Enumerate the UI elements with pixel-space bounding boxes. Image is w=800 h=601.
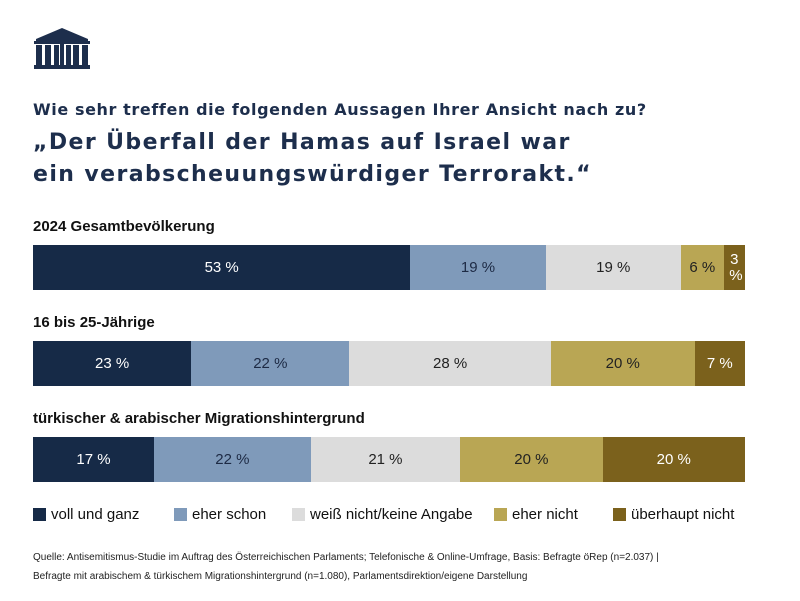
legend-item: eher nicht xyxy=(494,506,578,523)
source-note: Quelle: Antisemitismus-Studie im Auftrag… xyxy=(33,548,659,586)
category-label: 16 bis 25-Jährige xyxy=(33,314,155,331)
data-label: 23 % xyxy=(95,354,130,372)
bar-segment: 17 % xyxy=(33,437,155,482)
legend-label: voll und ganz xyxy=(51,506,140,523)
bar-segment: 22 % xyxy=(154,437,311,482)
data-label: 21 % xyxy=(368,450,403,468)
data-label: 20 % xyxy=(514,450,549,468)
data-label: 7 % xyxy=(706,354,733,372)
stacked-bar: 17 % 22 % 21 % 20 % 20 % xyxy=(33,437,745,482)
legend-label: eher nicht xyxy=(512,506,578,523)
data-label: 20 % xyxy=(656,450,691,468)
legend-item: eher schon xyxy=(174,506,266,523)
data-label: 20 % xyxy=(605,354,640,372)
legend-label: weiß nicht/keine Angabe xyxy=(310,506,473,523)
legend-swatch xyxy=(613,508,626,521)
legend-swatch xyxy=(494,508,507,521)
legend-label: überhaupt nicht xyxy=(631,506,735,523)
bar-segment: 20 % xyxy=(602,437,745,482)
bar-segment: 19 % xyxy=(545,245,681,290)
bar-segment: 20 % xyxy=(460,437,603,482)
bar-segment: 3 % xyxy=(723,245,745,290)
data-label: 28 % xyxy=(433,354,468,372)
stacked-bar: 23 % 22 % 28 % 20 % 7 % xyxy=(33,341,745,386)
category-label: türkischer & arabischer Migrationshinter… xyxy=(33,410,365,427)
title-line-2: ein verabscheuungswürdiger Terrorakt.“ xyxy=(33,162,593,187)
legend-item: überhaupt nicht xyxy=(613,506,734,523)
legend-swatch xyxy=(33,508,46,521)
bar-segment: 23 % xyxy=(33,341,192,386)
bar-segment: 6 % xyxy=(680,245,724,290)
data-label: 19 % xyxy=(596,258,631,276)
bar-segment: 28 % xyxy=(349,341,551,386)
chart-question: Wie sehr treffen die folgenden Aussagen … xyxy=(33,100,647,119)
legend-swatch xyxy=(174,508,187,521)
source-line-1: Quelle: Antisemitismus-Studie im Auftrag… xyxy=(33,552,659,563)
data-label: 17 % xyxy=(76,450,111,468)
category-label: 2024 Gesamtbevölkerung xyxy=(33,218,215,235)
bar-segment: 20 % xyxy=(550,341,695,386)
legend: voll und ganz eher schon weiß nicht/keine … xyxy=(33,506,753,524)
legend-swatch xyxy=(292,508,305,521)
data-label: 22 % xyxy=(215,450,250,468)
title-line-1: „Der Überfall der Hamas auf Israel war xyxy=(33,130,571,155)
source-line-2: Befragte mit arabischem & türkischem Mig… xyxy=(33,571,528,582)
bar-segment: 19 % xyxy=(410,245,546,290)
bar-segment: 22 % xyxy=(191,341,350,386)
bar-segment: 21 % xyxy=(310,437,461,482)
parliament-logo-icon xyxy=(33,28,91,74)
bar-segment: 53 % xyxy=(33,245,411,290)
data-label: 19 % xyxy=(460,258,496,276)
legend-label: eher schon xyxy=(192,506,267,523)
data-label: 6 % xyxy=(689,258,716,276)
legend-item: weiß nicht/keine Angabe xyxy=(292,506,473,523)
bar-segment: 7 % xyxy=(694,341,745,386)
chart-title: „Der Überfall der Hamas auf Israel war e… xyxy=(33,127,592,191)
data-label: 3 % xyxy=(729,250,743,284)
data-label: 53 % xyxy=(204,258,239,276)
data-label: 22 % xyxy=(253,354,288,372)
legend-item: voll und ganz xyxy=(33,506,139,523)
stacked-bar: 53 % 19 % 19 % 6 % 3 % xyxy=(33,245,745,290)
